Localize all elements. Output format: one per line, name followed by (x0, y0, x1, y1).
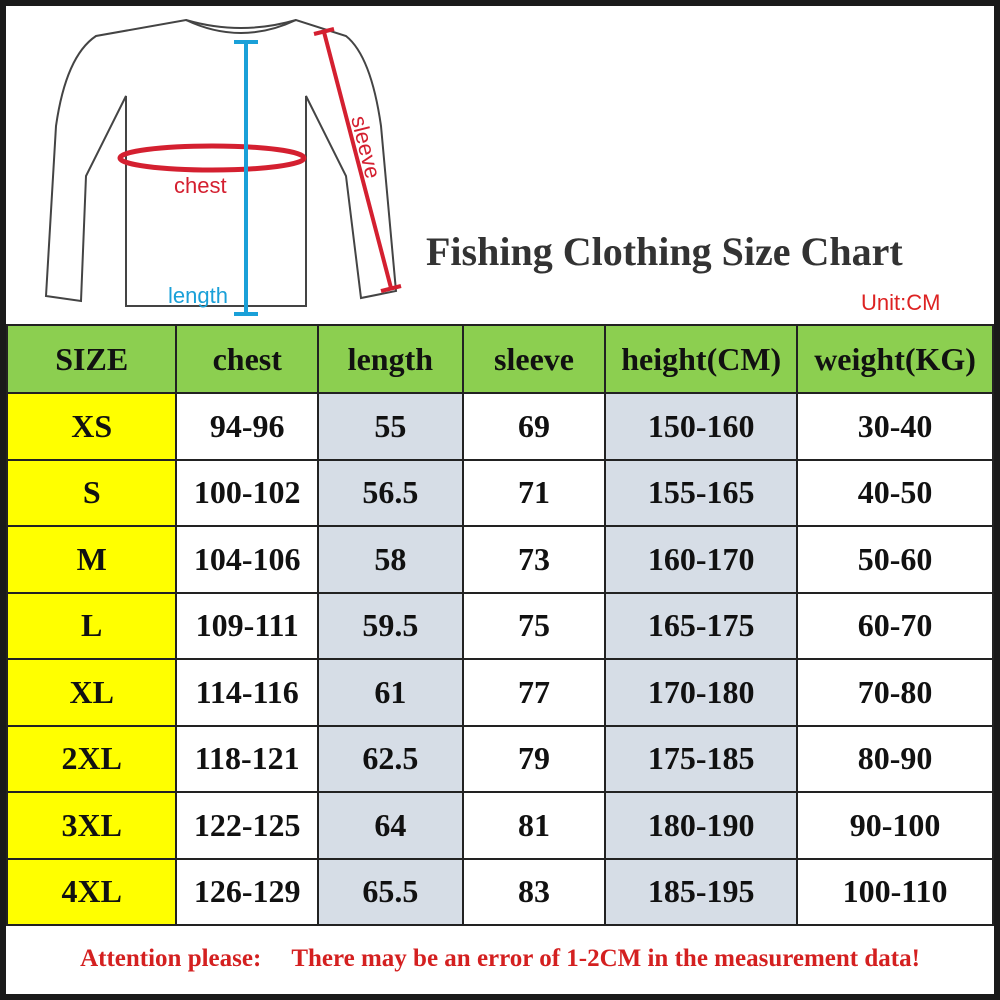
size-cell: 3XL (5, 791, 178, 860)
value-cell: 81 (461, 791, 607, 860)
chart-title: Fishing Clothing Size Chart (426, 229, 903, 274)
value-cell: 100-110 (796, 857, 994, 926)
size-cell: 2XL (5, 724, 178, 793)
column-header: SIZE (5, 324, 178, 394)
table-row: S 100-102 56.5 71 155-165 40-50 (5, 458, 994, 527)
value-cell: 70-80 (796, 658, 994, 727)
value-cell: 165-175 (604, 591, 799, 660)
chest-measure (117, 143, 307, 173)
value-cell: 185-195 (604, 857, 799, 926)
column-header: chest (175, 324, 320, 394)
value-cell: 170-180 (604, 658, 799, 727)
value-cell: 126-129 (175, 857, 320, 926)
attention-text: There may be an error of 1-2CM in the me… (291, 945, 920, 972)
header-row: SIZE chest length sleeve height(CM) weight(KG… (5, 324, 994, 394)
footer-note: Attention please: There may be an error … (6, 928, 994, 990)
value-cell: 155-165 (604, 458, 799, 527)
column-header: length (317, 324, 464, 394)
table-row: M 104-106 58 73 160-170 50-60 (5, 525, 994, 594)
diagram-area: chest length sleeve Fishing Clothing Siz… (6, 6, 994, 322)
value-cell: 65.5 (317, 857, 464, 926)
value-cell: 56.5 (317, 458, 464, 527)
value-cell: 71 (461, 458, 607, 527)
size-cell: XS (5, 392, 178, 461)
value-cell: 90-100 (796, 791, 994, 860)
chest-label: chest (174, 173, 227, 198)
value-cell: 150-160 (604, 392, 799, 461)
value-cell: 61 (317, 658, 464, 727)
size-table: SIZE chest length sleeve height(CM) weight(KG… (5, 324, 994, 926)
table-row: 4XL 126-129 65.5 83 185-195 100-110 (5, 857, 994, 926)
value-cell: 77 (461, 658, 607, 727)
size-cell: XL (5, 658, 178, 727)
value-cell: 114-116 (175, 658, 320, 727)
shirt-diagram: chest length sleeve (44, 18, 402, 316)
value-cell: 94-96 (175, 392, 320, 461)
sleeve-measure (322, 31, 393, 289)
table-row: 2XL 118-121 62.5 79 175-185 80-90 (5, 724, 994, 793)
value-cell: 50-60 (796, 525, 994, 594)
value-cell: 180-190 (604, 791, 799, 860)
table-row: L 109-111 59.5 75 165-175 60-70 (5, 591, 994, 660)
size-cell: S (5, 458, 178, 527)
value-cell: 104-106 (175, 525, 320, 594)
value-cell: 64 (317, 791, 464, 860)
value-cell: 100-102 (175, 458, 320, 527)
value-cell: 83 (461, 857, 607, 926)
value-cell: 55 (317, 392, 464, 461)
value-cell: 79 (461, 724, 607, 793)
value-cell: 58 (317, 525, 464, 594)
value-cell: 109-111 (175, 591, 320, 660)
value-cell: 40-50 (796, 458, 994, 527)
length-label: length (168, 283, 228, 308)
size-cell: 4XL (5, 857, 178, 926)
value-cell: 59.5 (317, 591, 464, 660)
size-cell: M (5, 525, 178, 594)
value-cell: 118-121 (175, 724, 320, 793)
value-cell: 73 (461, 525, 607, 594)
column-header: height(CM) (604, 324, 799, 394)
size-cell: L (5, 591, 178, 660)
table-row: XL 114-116 61 77 170-180 70-80 (5, 658, 994, 727)
value-cell: 80-90 (796, 724, 994, 793)
column-header: sleeve (461, 324, 607, 394)
value-cell: 30-40 (796, 392, 994, 461)
value-cell: 122-125 (175, 791, 320, 860)
value-cell: 60-70 (796, 591, 994, 660)
table-row: XS 94-96 55 69 150-160 30-40 (5, 392, 994, 461)
value-cell: 75 (461, 591, 607, 660)
column-header: weight(KG) (796, 324, 994, 394)
table-row: 3XL 122-125 64 81 180-190 90-100 (5, 791, 994, 860)
unit-label: Unit:CM (861, 290, 941, 315)
value-cell: 160-170 (604, 525, 799, 594)
value-cell: 62.5 (317, 724, 464, 793)
value-cell: 69 (461, 392, 607, 461)
value-cell: 175-185 (604, 724, 799, 793)
attention-label: Attention please: (80, 945, 262, 972)
